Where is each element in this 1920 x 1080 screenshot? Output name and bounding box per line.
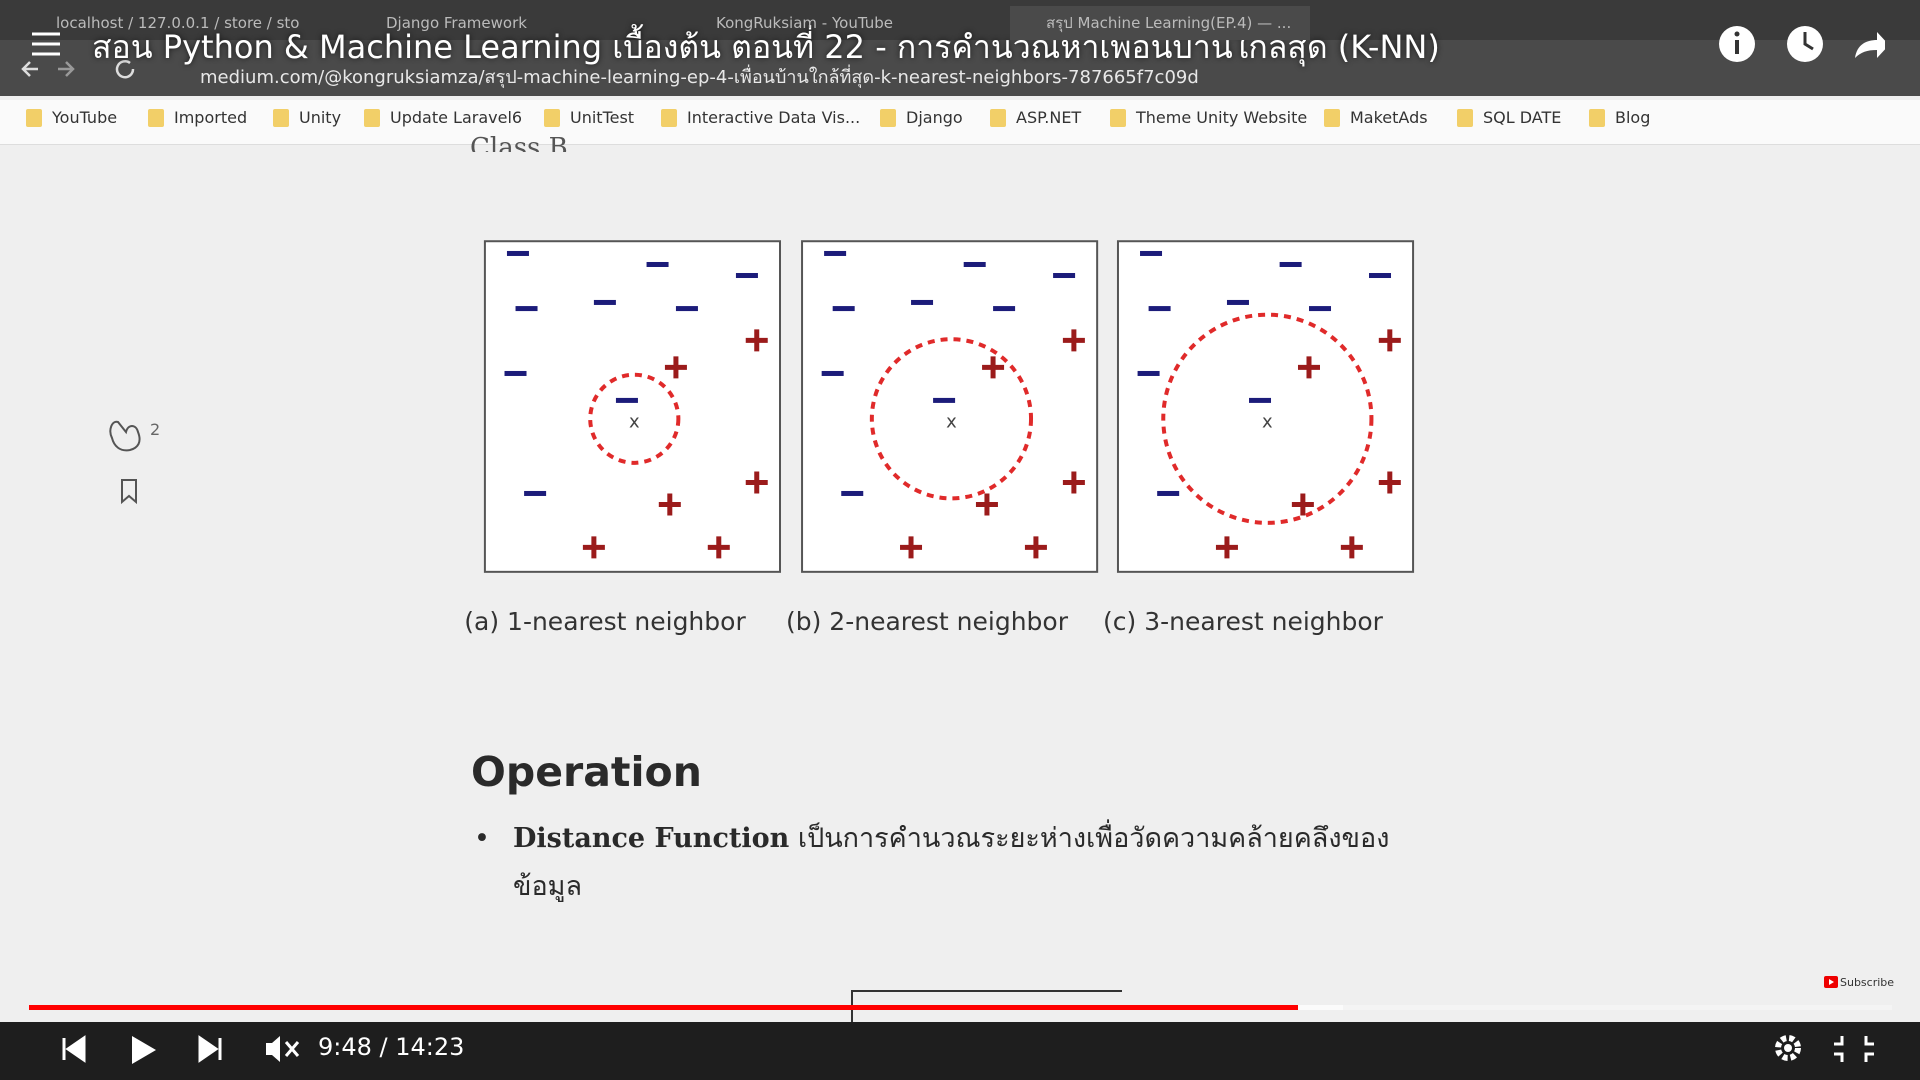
plus-sign — [982, 356, 1005, 379]
plus-sign — [1297, 356, 1320, 379]
formula-fragment — [851, 990, 1122, 1025]
plus-sign — [707, 536, 730, 559]
minus-sign — [735, 273, 758, 279]
bullet-term: Distance Function — [513, 823, 790, 854]
bullet-item: • Distance Function เป็นการคำนวณระยะห่าง… — [474, 815, 1390, 911]
player-controls[interactable] — [20, 1030, 320, 1070]
minus-sign — [821, 370, 844, 376]
taskbar — [0, 1022, 1920, 1080]
progress-bar[interactable] — [0, 1000, 1920, 1014]
player-settings[interactable] — [1770, 1030, 1910, 1070]
minus-sign — [506, 250, 529, 256]
bookmark[interactable]: Imported — [144, 108, 247, 128]
minus-sign — [933, 397, 956, 403]
plus-sign — [1062, 471, 1085, 494]
plus-sign — [1378, 329, 1401, 352]
browser-tab[interactable]: Django Framework — [386, 14, 527, 32]
minus-sign — [1140, 250, 1163, 256]
minus-sign — [1279, 261, 1302, 267]
section-heading: Operation — [471, 748, 702, 796]
minus-sign — [1137, 370, 1160, 376]
query-point: x — [946, 411, 957, 432]
bookmark[interactable]: Update Laravel6 — [360, 108, 522, 128]
article-actions[interactable] — [102, 408, 172, 518]
bullet-text: เป็นการคำนวณระยะห่างเพื่อวัดความคล้ายคลึ… — [797, 823, 1390, 854]
minus-sign — [1053, 273, 1076, 279]
figure-caption: (a) 1-nearest neighbor — [464, 607, 746, 636]
minus-sign — [1226, 299, 1249, 305]
plus-sign — [582, 536, 605, 559]
query-point: x — [629, 411, 640, 432]
figure-panel — [1116, 240, 1415, 573]
plus-sign — [1340, 536, 1363, 559]
neighbor-radius — [869, 337, 1034, 501]
plus-sign — [745, 471, 768, 494]
neighbor-radius — [588, 372, 681, 465]
address-bar — [0, 40, 1920, 96]
plus-sign — [1062, 329, 1085, 352]
bookmark[interactable]: Interactive Data Vis... — [657, 108, 860, 128]
minus-sign — [1249, 397, 1272, 403]
bookmark[interactable]: ASP.NET — [986, 108, 1081, 128]
plus-sign — [658, 493, 681, 516]
plus-sign — [900, 536, 923, 559]
plus-sign — [1291, 493, 1314, 516]
minus-sign — [1309, 306, 1332, 312]
browser-tab[interactable]: KongRuksiam - YouTube — [716, 14, 893, 32]
bookmark[interactable]: SQL DATE — [1453, 108, 1561, 128]
minus-sign — [524, 490, 547, 496]
nav-icons[interactable] — [20, 54, 140, 84]
minus-sign — [515, 306, 538, 312]
minus-sign — [832, 306, 855, 312]
menu-icon[interactable] — [30, 30, 66, 60]
figure-panel — [483, 240, 782, 573]
bullet-text: ข้อมูล — [513, 871, 583, 902]
plus-sign — [745, 329, 768, 352]
bookmark[interactable]: MaketAds — [1320, 108, 1428, 128]
figure-caption: (c) 3-nearest neighbor — [1103, 607, 1383, 636]
partial-heading: Class B — [470, 133, 568, 152]
plus-sign — [664, 356, 687, 379]
url[interactable]: medium.com/@kongruksiamza/สรุป-machine-l… — [200, 67, 1199, 88]
bookmark[interactable]: Django — [876, 108, 963, 128]
minus-sign — [841, 490, 864, 496]
plus-sign — [975, 493, 998, 516]
minus-sign — [1157, 490, 1180, 496]
minus-sign — [504, 370, 527, 376]
tab-bar — [0, 0, 1920, 40]
minus-sign — [646, 261, 669, 267]
query-point: x — [1262, 411, 1273, 432]
neighbor-radius — [1161, 312, 1374, 525]
bookmark[interactable]: Unity — [269, 108, 341, 128]
subscribe-icon — [1824, 976, 1838, 988]
minus-sign — [963, 261, 986, 267]
minus-sign — [615, 397, 638, 403]
player-top-icons[interactable] — [1715, 22, 1885, 66]
minus-sign — [1148, 306, 1171, 312]
plus-sign — [1215, 536, 1238, 559]
bookmark[interactable]: Blog — [1585, 108, 1650, 128]
minus-sign — [593, 299, 616, 305]
minus-sign — [993, 306, 1016, 312]
plus-sign — [1378, 471, 1401, 494]
browser-tab[interactable]: localhost / 127.0.0.1 / store / sto — [56, 14, 300, 32]
minus-sign — [1369, 273, 1392, 279]
minus-sign — [824, 250, 847, 256]
figure-panel — [801, 240, 1099, 573]
minus-sign — [675, 306, 698, 312]
subscribe-badge[interactable]: Subscribe — [1840, 976, 1895, 989]
minus-sign — [911, 299, 934, 305]
bookmark[interactable]: UnitTest — [540, 108, 634, 128]
bookmark[interactable]: Theme Unity Website — [1106, 108, 1307, 128]
video-time: 9:48 / 14:23 — [318, 1033, 465, 1061]
clap-count: 2 — [150, 420, 161, 439]
bookmark[interactable]: YouTube — [22, 108, 117, 128]
browser-tab[interactable]: สรุป Machine Learning(EP.4) — ... — [1010, 6, 1310, 40]
plus-sign — [1024, 536, 1047, 559]
figure-caption: (b) 2-nearest neighbor — [785, 607, 1068, 636]
